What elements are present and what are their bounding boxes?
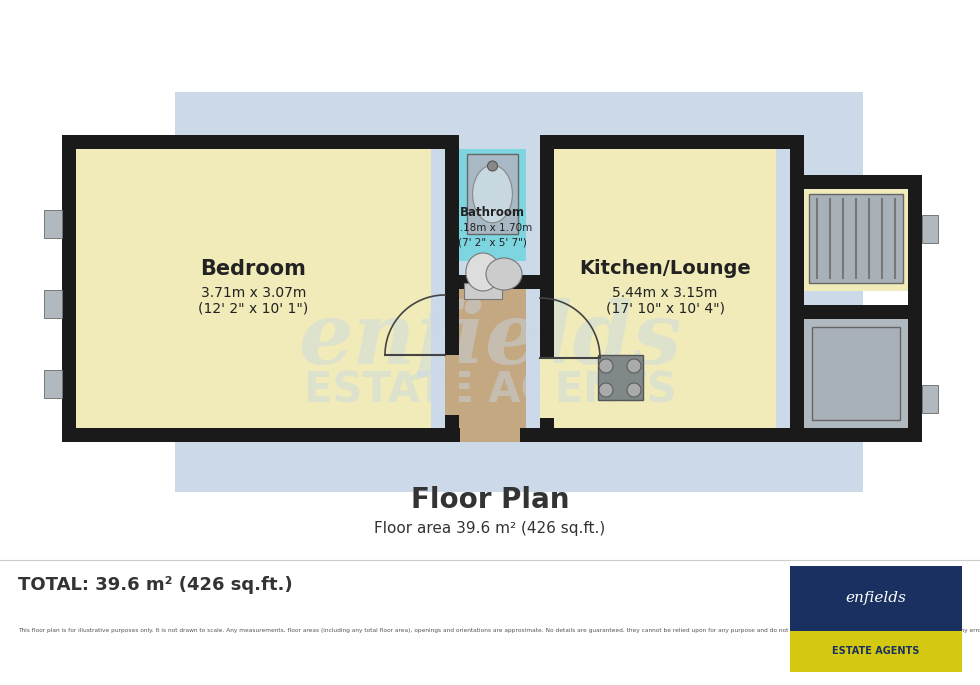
Bar [459, 149, 526, 261]
Circle shape [487, 161, 498, 171]
Bar [76, 149, 431, 428]
Bar [175, 92, 863, 492]
Text: Bedroom: Bedroom [201, 258, 307, 279]
Bar [62, 428, 922, 442]
Text: 2.18m x 1.70m: 2.18m x 1.70m [453, 223, 532, 233]
Bar [445, 355, 459, 415]
Bar [62, 135, 445, 149]
Ellipse shape [472, 165, 513, 223]
Text: enfields: enfields [298, 298, 682, 382]
Bar [598, 355, 643, 400]
Bar [44, 370, 62, 398]
Circle shape [627, 383, 641, 397]
Circle shape [599, 383, 613, 397]
Bar [790, 631, 962, 672]
Bar [445, 135, 459, 442]
Bar [790, 175, 922, 189]
Text: This floor plan is for illustrative purposes only. It is not drawn to scale. Any: This floor plan is for illustrative purp… [18, 628, 980, 633]
Bar [790, 175, 804, 442]
Bar [790, 305, 922, 319]
Ellipse shape [486, 258, 522, 290]
Text: ESTATE AGENTS: ESTATE AGENTS [832, 646, 919, 656]
Bar [540, 135, 790, 149]
Bar [467, 154, 518, 234]
Bar [44, 290, 62, 318]
Bar [460, 428, 520, 442]
Bar [809, 194, 903, 283]
Text: Floor area 39.6 m² (426 sq.ft.): Floor area 39.6 m² (426 sq.ft.) [374, 521, 606, 536]
Bar [445, 275, 540, 289]
Bar [790, 135, 804, 175]
Bar [804, 189, 908, 291]
Ellipse shape [466, 253, 500, 291]
Bar [554, 149, 776, 428]
Bar [459, 275, 526, 428]
Bar [540, 358, 554, 418]
Text: Kitchen/Lounge: Kitchen/Lounge [579, 259, 751, 278]
Bar [790, 566, 962, 631]
Circle shape [599, 359, 613, 373]
Text: Floor Plan: Floor Plan [411, 486, 569, 514]
Text: (17' 10" x 10' 4"): (17' 10" x 10' 4") [606, 301, 724, 316]
Bar [908, 305, 922, 442]
Bar [76, 149, 407, 428]
Bar [44, 210, 62, 238]
Text: Bathroom: Bathroom [460, 206, 525, 219]
Bar [540, 135, 554, 442]
Bar [922, 385, 938, 413]
Text: (12' 2" x 10' 1"): (12' 2" x 10' 1") [198, 301, 309, 316]
Text: TOTAL: 39.6 m² (426 sq.ft.): TOTAL: 39.6 m² (426 sq.ft.) [18, 576, 293, 594]
Circle shape [627, 359, 641, 373]
Bar [62, 135, 76, 442]
Text: (7' 2" x 5' 7"): (7' 2" x 5' 7") [458, 237, 527, 247]
Text: enfields: enfields [846, 591, 907, 605]
Bar [804, 305, 908, 428]
Bar [812, 327, 900, 420]
Text: 5.44m x 3.15m: 5.44m x 3.15m [612, 286, 717, 299]
Text: 3.71m x 3.07m: 3.71m x 3.07m [201, 286, 306, 299]
Bar [922, 215, 938, 243]
Text: ESTATE AGENTS: ESTATE AGENTS [304, 369, 676, 411]
Bar [908, 175, 922, 305]
Bar [464, 283, 502, 299]
